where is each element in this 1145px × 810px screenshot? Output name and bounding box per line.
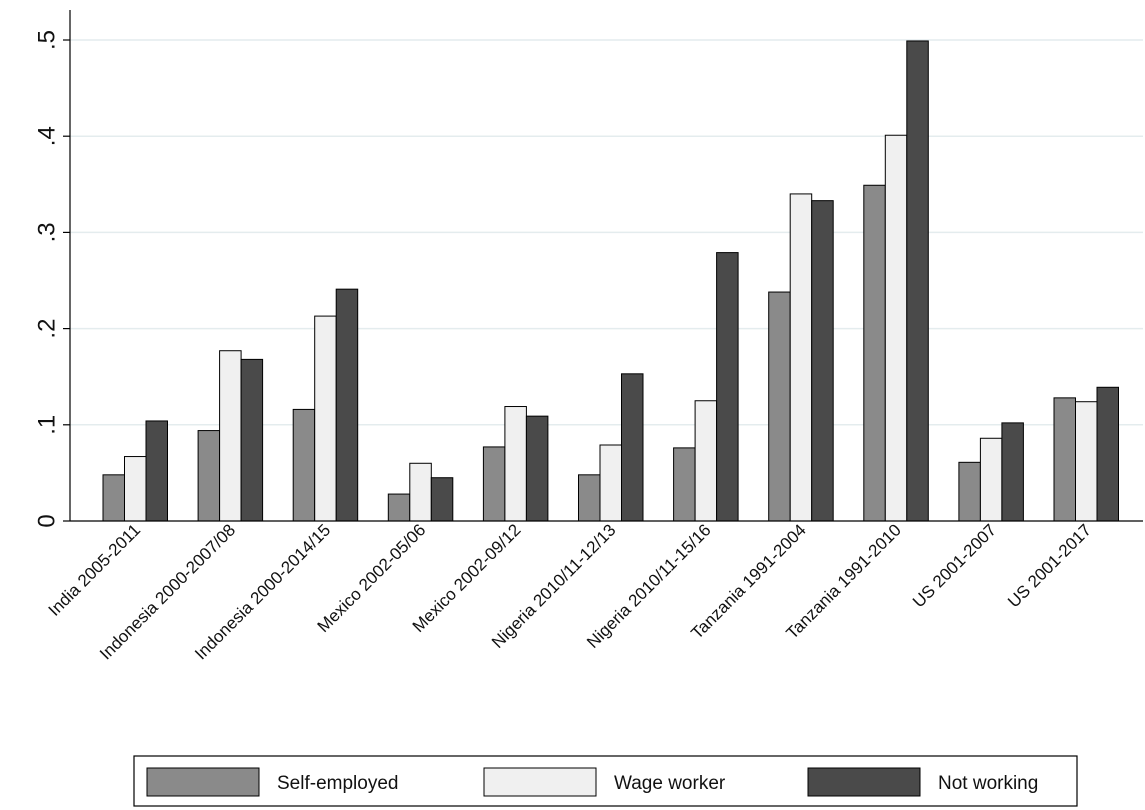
x-tick-label: US 2001-2017 [1004, 520, 1095, 611]
x-tick-label: US 2001-2007 [909, 520, 1000, 611]
bar-not-working-india-2005-2011 [145, 420, 168, 522]
bar-self-employed-tanzania-1991-2004 [768, 291, 791, 522]
bar-wage-worker-mexico-2002-09-12 [504, 406, 527, 522]
legend-label-wage-worker: Wage worker [614, 773, 726, 794]
bar-self-employed-us-2001-2017 [1053, 397, 1076, 522]
bar-self-employed-nigeria-2010-11-12-13 [578, 474, 601, 522]
bar-wage-worker-mexico-2002-05-06 [409, 462, 432, 522]
bar-not-working-indonesia-2000-2014-15 [335, 288, 359, 522]
bar-wage-worker-tanzania-1991-2010 [884, 134, 908, 522]
bar-wage-worker-nigeria-2010-11-12-13 [599, 444, 622, 522]
bar-not-working-mexico-2002-09-12 [525, 415, 549, 522]
y-tick-label: 0 [33, 514, 60, 527]
bar-not-working-tanzania-1991-2004 [811, 200, 834, 522]
legend-label-not-working: Not working [938, 773, 1038, 794]
bar-self-employed-indonesia-2000-2007-08 [197, 430, 221, 522]
bar-wage-worker-us-2001-2007 [979, 437, 1003, 522]
legend-box [133, 755, 1078, 807]
y-tick-label: .1 [33, 415, 60, 435]
bar-self-employed-indonesia-2000-2014-15 [292, 408, 316, 522]
bar-self-employed-india-2005-2011 [102, 474, 125, 522]
y-tick-label: .3 [33, 222, 60, 242]
legend-label-self-employed: Self-employed [277, 773, 398, 794]
bar-wage-worker-indonesia-2000-2014-15 [314, 315, 337, 522]
bar-wage-worker-india-2005-2011 [124, 456, 147, 522]
legend-key-not-working [807, 767, 921, 797]
bar-not-working-nigeria-2010-11-12-13 [621, 373, 644, 522]
bar-wage-worker-indonesia-2000-2007-08 [219, 350, 242, 522]
bar-not-working-nigeria-2010-11-15-16 [716, 252, 739, 522]
bar-self-employed-us-2001-2007 [958, 461, 981, 522]
bar-wage-worker-us-2001-2017 [1075, 401, 1098, 522]
bar-self-employed-nigeria-2010-11-15-16 [673, 447, 696, 522]
y-tick-label: .2 [33, 319, 60, 339]
bar-not-working-indonesia-2000-2007-08 [240, 358, 264, 522]
y-tick-label: .4 [33, 126, 60, 146]
legend-key-self-employed [146, 767, 260, 797]
bar-wage-worker-tanzania-1991-2004 [789, 193, 813, 522]
bar-wage-worker-nigeria-2010-11-15-16 [694, 400, 718, 522]
bars [102, 40, 1119, 522]
bar-not-working-us-2001-2017 [1096, 386, 1119, 522]
x-tick-label: India 2005-2011 [45, 520, 144, 619]
gridlines [70, 39, 1143, 426]
legend-key-wage-worker [483, 767, 597, 797]
legend: Self-employed Wage worker Not working [133, 755, 1078, 807]
y-tick-label: .5 [33, 30, 60, 50]
bar-not-working-us-2001-2007 [1001, 422, 1024, 522]
bar-self-employed-mexico-2002-09-12 [482, 446, 506, 522]
bar-self-employed-tanzania-1991-2010 [863, 184, 886, 522]
bar-self-employed-mexico-2002-05-06 [387, 493, 411, 522]
bar-not-working-tanzania-1991-2010 [906, 40, 929, 522]
bar-not-working-mexico-2002-05-06 [430, 477, 454, 522]
y-axis-ticks: 0 .1 .2 .3 .4 .5 [33, 30, 70, 528]
axes [69, 10, 1143, 522]
